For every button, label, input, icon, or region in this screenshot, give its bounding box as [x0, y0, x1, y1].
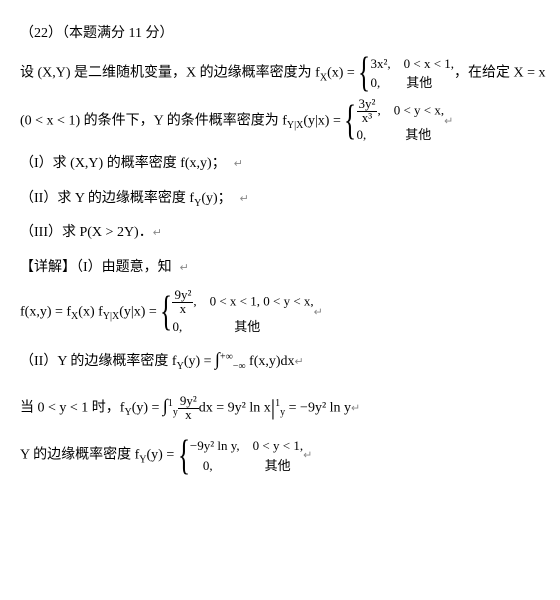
return-icon: ↵ [153, 227, 162, 239]
case: 0, 其他 [190, 458, 291, 473]
cases: 3x², 0 < x < 1, 0, 其他 [370, 54, 454, 93]
sol-1: f(x,y) = fX(x) fY|X(y|x) = {9y²x, 0 < x … [20, 288, 540, 336]
sub: Y [139, 455, 146, 466]
return-icon: ↵ [351, 402, 360, 414]
cases: 3y²x³, 0 < y < x, 0, 其他 [357, 97, 445, 145]
solution-header: 【详解】（I）由题意，知 ↵ [20, 253, 540, 284]
cases: −9y² ln y, 0 < y < 1, 0, 其他 [190, 436, 303, 475]
line-2: (0 < x < 1) 的条件下，Y 的条件概率密度为 fY|X(y|x) = … [20, 97, 540, 145]
return-icon: ↵ [295, 356, 304, 368]
sol-3: 当 0 < y < 1 时，fY(y) = ∫1y9y²xdx = 9y² ln… [20, 384, 540, 432]
line-1: 设 (X,Y) 是二维随机变量，X 的边缘概率密度为 fX(x) = {3x²,… [20, 54, 540, 93]
sol-2: （II）Y 的边缘概率密度 fY(y) = ∫+∞−∞ f(x,y)dx↵ [20, 340, 540, 380]
sol-4: Y 的边缘概率密度 fY(y) = {−9y² ln y, 0 < y < 1,… [20, 436, 540, 475]
lim: +∞ [220, 352, 233, 363]
den: x [183, 407, 194, 422]
t: (y|x) = [119, 304, 160, 319]
t: Y 的边缘概率密度 f [20, 448, 139, 463]
t: (y) = [184, 354, 215, 369]
case: −9y² ln y, 0 < y < 1, [190, 438, 303, 453]
case: 3x², 0 < x < 1, [370, 56, 454, 71]
t: f(x,y)dx [246, 354, 295, 369]
return-icon: ↵ [314, 306, 323, 318]
fraction: 9y²x [178, 394, 199, 423]
t: 设 (X,Y) 是二维随机变量，X 的边缘概率密度为 f [20, 66, 320, 81]
t: 【详解】（I）由题意，知 [20, 260, 172, 275]
t: (y)； [201, 191, 231, 206]
sub: Y [177, 361, 184, 372]
cases: 9y²x, 0 < x < 1, 0 < y < x, 0, 其他 [172, 288, 313, 336]
t: 当 0 < y < 1 时，f [20, 400, 124, 415]
t: （I）求 (X,Y) 的概率密度 f(x,y)； [20, 156, 226, 171]
return-icon: ↵ [240, 193, 249, 205]
t: (y|x) = [303, 113, 344, 128]
lim: −∞ [233, 361, 246, 372]
part-1: （I）求 (X,Y) 的概率密度 f(x,y)； ↵ [20, 149, 540, 180]
sub: Y|X [287, 120, 303, 131]
t: (y) = [147, 448, 178, 463]
t: （II）Y 的边缘概率密度 f [20, 354, 177, 369]
sub: X [320, 72, 327, 83]
header: （22）（本题满分 11 分） [20, 19, 540, 50]
t: ，在给定 X = x [454, 66, 546, 81]
t: f(x,y) = f [20, 304, 71, 319]
fraction: 9y²x [172, 288, 193, 317]
t: (x) f [78, 304, 103, 319]
case: , 0 < x < 1, 0 < y < x, [193, 293, 313, 308]
t: = −9y² ln y [285, 400, 351, 415]
t: (x) = [327, 66, 358, 81]
t: dx = 9y² ln x [199, 400, 271, 415]
t: （III）求 P(X > 2Y)． [20, 225, 153, 240]
sub: Y [124, 407, 131, 418]
case: 0, 其他 [370, 75, 432, 90]
t: (y) = [132, 400, 163, 415]
part-2: （II）求 Y 的边缘概率密度 fY(y)；↵ [20, 184, 540, 215]
return-icon: ↵ [234, 158, 243, 170]
case: 0, 其他 [357, 127, 432, 142]
sub: Y|X [103, 311, 119, 322]
den: x [178, 301, 189, 316]
den: x³ [360, 110, 374, 125]
return-icon: ↵ [303, 450, 312, 462]
return-icon: ↵ [180, 262, 189, 274]
fraction: 3y²x³ [357, 97, 378, 126]
case: 0, 其他 [172, 319, 260, 334]
case: , 0 < y < x, [377, 102, 444, 117]
t: （II）求 Y 的边缘概率密度 f [20, 191, 194, 206]
part-3: （III）求 P(X > 2Y)．↵ [20, 218, 540, 249]
return-icon: ↵ [444, 115, 453, 127]
t: (0 < x < 1) 的条件下，Y 的条件概率密度为 f [20, 113, 287, 128]
